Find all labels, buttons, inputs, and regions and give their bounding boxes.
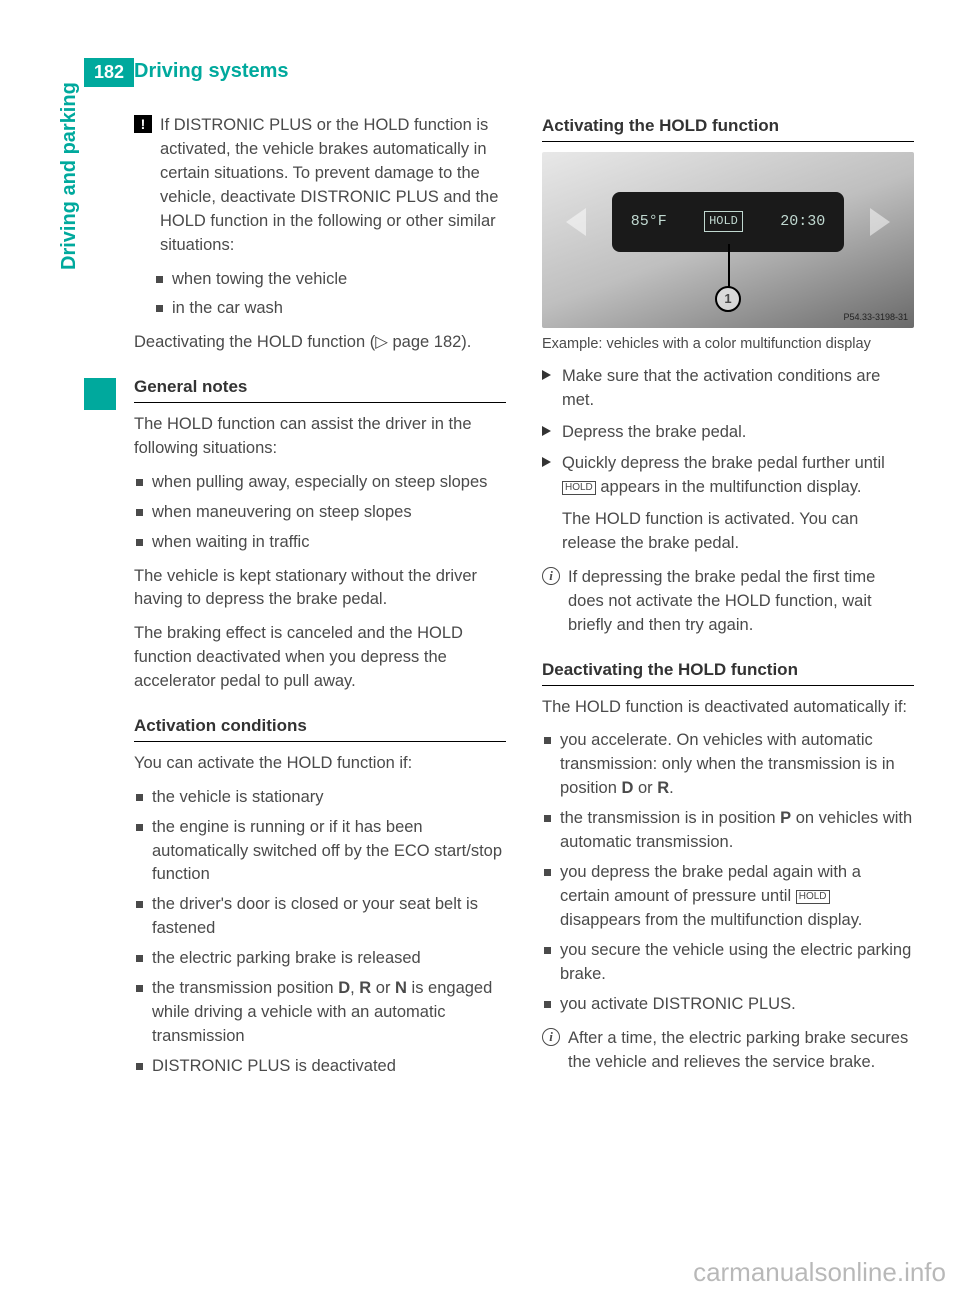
list-item: the transmission position D, R or N is e… (134, 977, 506, 1049)
deactivate-list: you accelerate. On vehicles with automat… (542, 729, 914, 1016)
side-tab-label: Driving and parking (58, 82, 81, 270)
warning-note: ! If DISTRONIC PLUS or the HOLD function… (134, 114, 506, 258)
list-item: you depress the brake pedal again with a… (542, 861, 914, 933)
display-time: 20:30 (780, 211, 825, 233)
info-text: If depressing the brake pedal the first … (568, 568, 875, 634)
list-item: DISTRONIC PLUS is deactivated (134, 1055, 506, 1079)
paragraph: The HOLD function is deactivated automat… (542, 696, 914, 720)
left-column: ! If DISTRONIC PLUS or the HOLD function… (134, 114, 506, 1089)
step-1: Make sure that the activation conditions… (542, 365, 914, 413)
list-item: you activate DISTRONIC PLUS. (542, 993, 914, 1017)
side-marker (84, 378, 116, 410)
info-text: After a time, the electric parking brake… (568, 1029, 908, 1071)
warning-text: If DISTRONIC PLUS or the HOLD function i… (160, 116, 498, 254)
list-item: the vehicle is stationary (134, 786, 506, 810)
warning-icon: ! (134, 115, 152, 133)
step-arrow-icon (542, 426, 551, 436)
step-3: Quickly depress the brake pedal further … (542, 452, 914, 500)
paragraph: The braking effect is canceled and the H… (134, 622, 506, 694)
heading-activating-hold: Activating the HOLD function (542, 114, 914, 142)
list-item: when maneuvering on steep slopes (134, 501, 506, 525)
multifunction-display: 85°F HOLD 20:30 (612, 192, 844, 252)
callout-marker: 1 (715, 286, 741, 312)
list-item: the transmission is in position P on veh… (542, 807, 914, 855)
heading-activation-conditions: Activation conditions (134, 714, 506, 742)
watermark: carmanualsonline.info (693, 1257, 946, 1288)
paragraph: The vehicle is kept stationary without t… (134, 565, 506, 613)
warning-list: when towing the vehicle in the car wash (154, 268, 506, 322)
image-code: P54.33-3198-31 (843, 311, 908, 324)
list-item: when waiting in traffic (134, 531, 506, 555)
hold-glyph-icon: HOLD (796, 890, 830, 904)
conditions-list: the vehicle is stationary the engine is … (134, 786, 506, 1079)
list-item: when towing the vehicle (154, 268, 506, 292)
content-area: ! If DISTRONIC PLUS or the HOLD function… (134, 114, 914, 1089)
info-icon: i (542, 1028, 560, 1046)
list-item: you accelerate. On vehicles with automat… (542, 729, 914, 801)
step-2: Depress the brake pedal. (542, 421, 914, 445)
paragraph: The HOLD function can assist the driver … (134, 413, 506, 461)
heading-general-notes: General notes (134, 375, 506, 403)
display-temp: 85°F (631, 211, 667, 233)
right-arrow-icon (870, 208, 890, 236)
display-hold: HOLD (704, 211, 743, 232)
list-item: in the car wash (154, 297, 506, 321)
info-note-2: i After a time, the electric parking bra… (542, 1027, 914, 1075)
warning-footer: Deactivating the HOLD function (▷ page 1… (134, 331, 506, 355)
callout-line (728, 244, 730, 288)
list-item: you secure the vehicle using the electri… (542, 939, 914, 987)
step-arrow-icon (542, 457, 551, 467)
info-note-1: i If depressing the brake pedal the firs… (542, 566, 914, 638)
list-item: the electric parking brake is released (134, 947, 506, 971)
dashboard-image: 85°F HOLD 20:30 1 P54.33-3198-31 (542, 152, 914, 328)
page-title: Driving systems (134, 60, 289, 83)
list-item: the engine is running or if it has been … (134, 816, 506, 888)
list-item: the driver's door is closed or your seat… (134, 893, 506, 941)
image-caption: Example: vehicles with a color multifunc… (542, 334, 914, 355)
step-text: Make sure that the activation conditions… (562, 367, 880, 409)
hold-glyph-icon: HOLD (562, 481, 596, 495)
step-arrow-icon (542, 370, 551, 380)
heading-deactivating-hold: Deactivating the HOLD function (542, 658, 914, 686)
list-item: when pulling away, especially on steep s… (134, 471, 506, 495)
page-number: 182 (84, 58, 134, 87)
step-text: Depress the brake pedal. (562, 423, 746, 441)
left-arrow-icon (566, 208, 586, 236)
right-column: Activating the HOLD function 85°F HOLD 2… (542, 114, 914, 1089)
info-icon: i (542, 567, 560, 585)
step-3-cont: The HOLD function is activated. You can … (542, 508, 914, 556)
situations-list: when pulling away, especially on steep s… (134, 471, 506, 555)
paragraph: You can activate the HOLD function if: (134, 752, 506, 776)
